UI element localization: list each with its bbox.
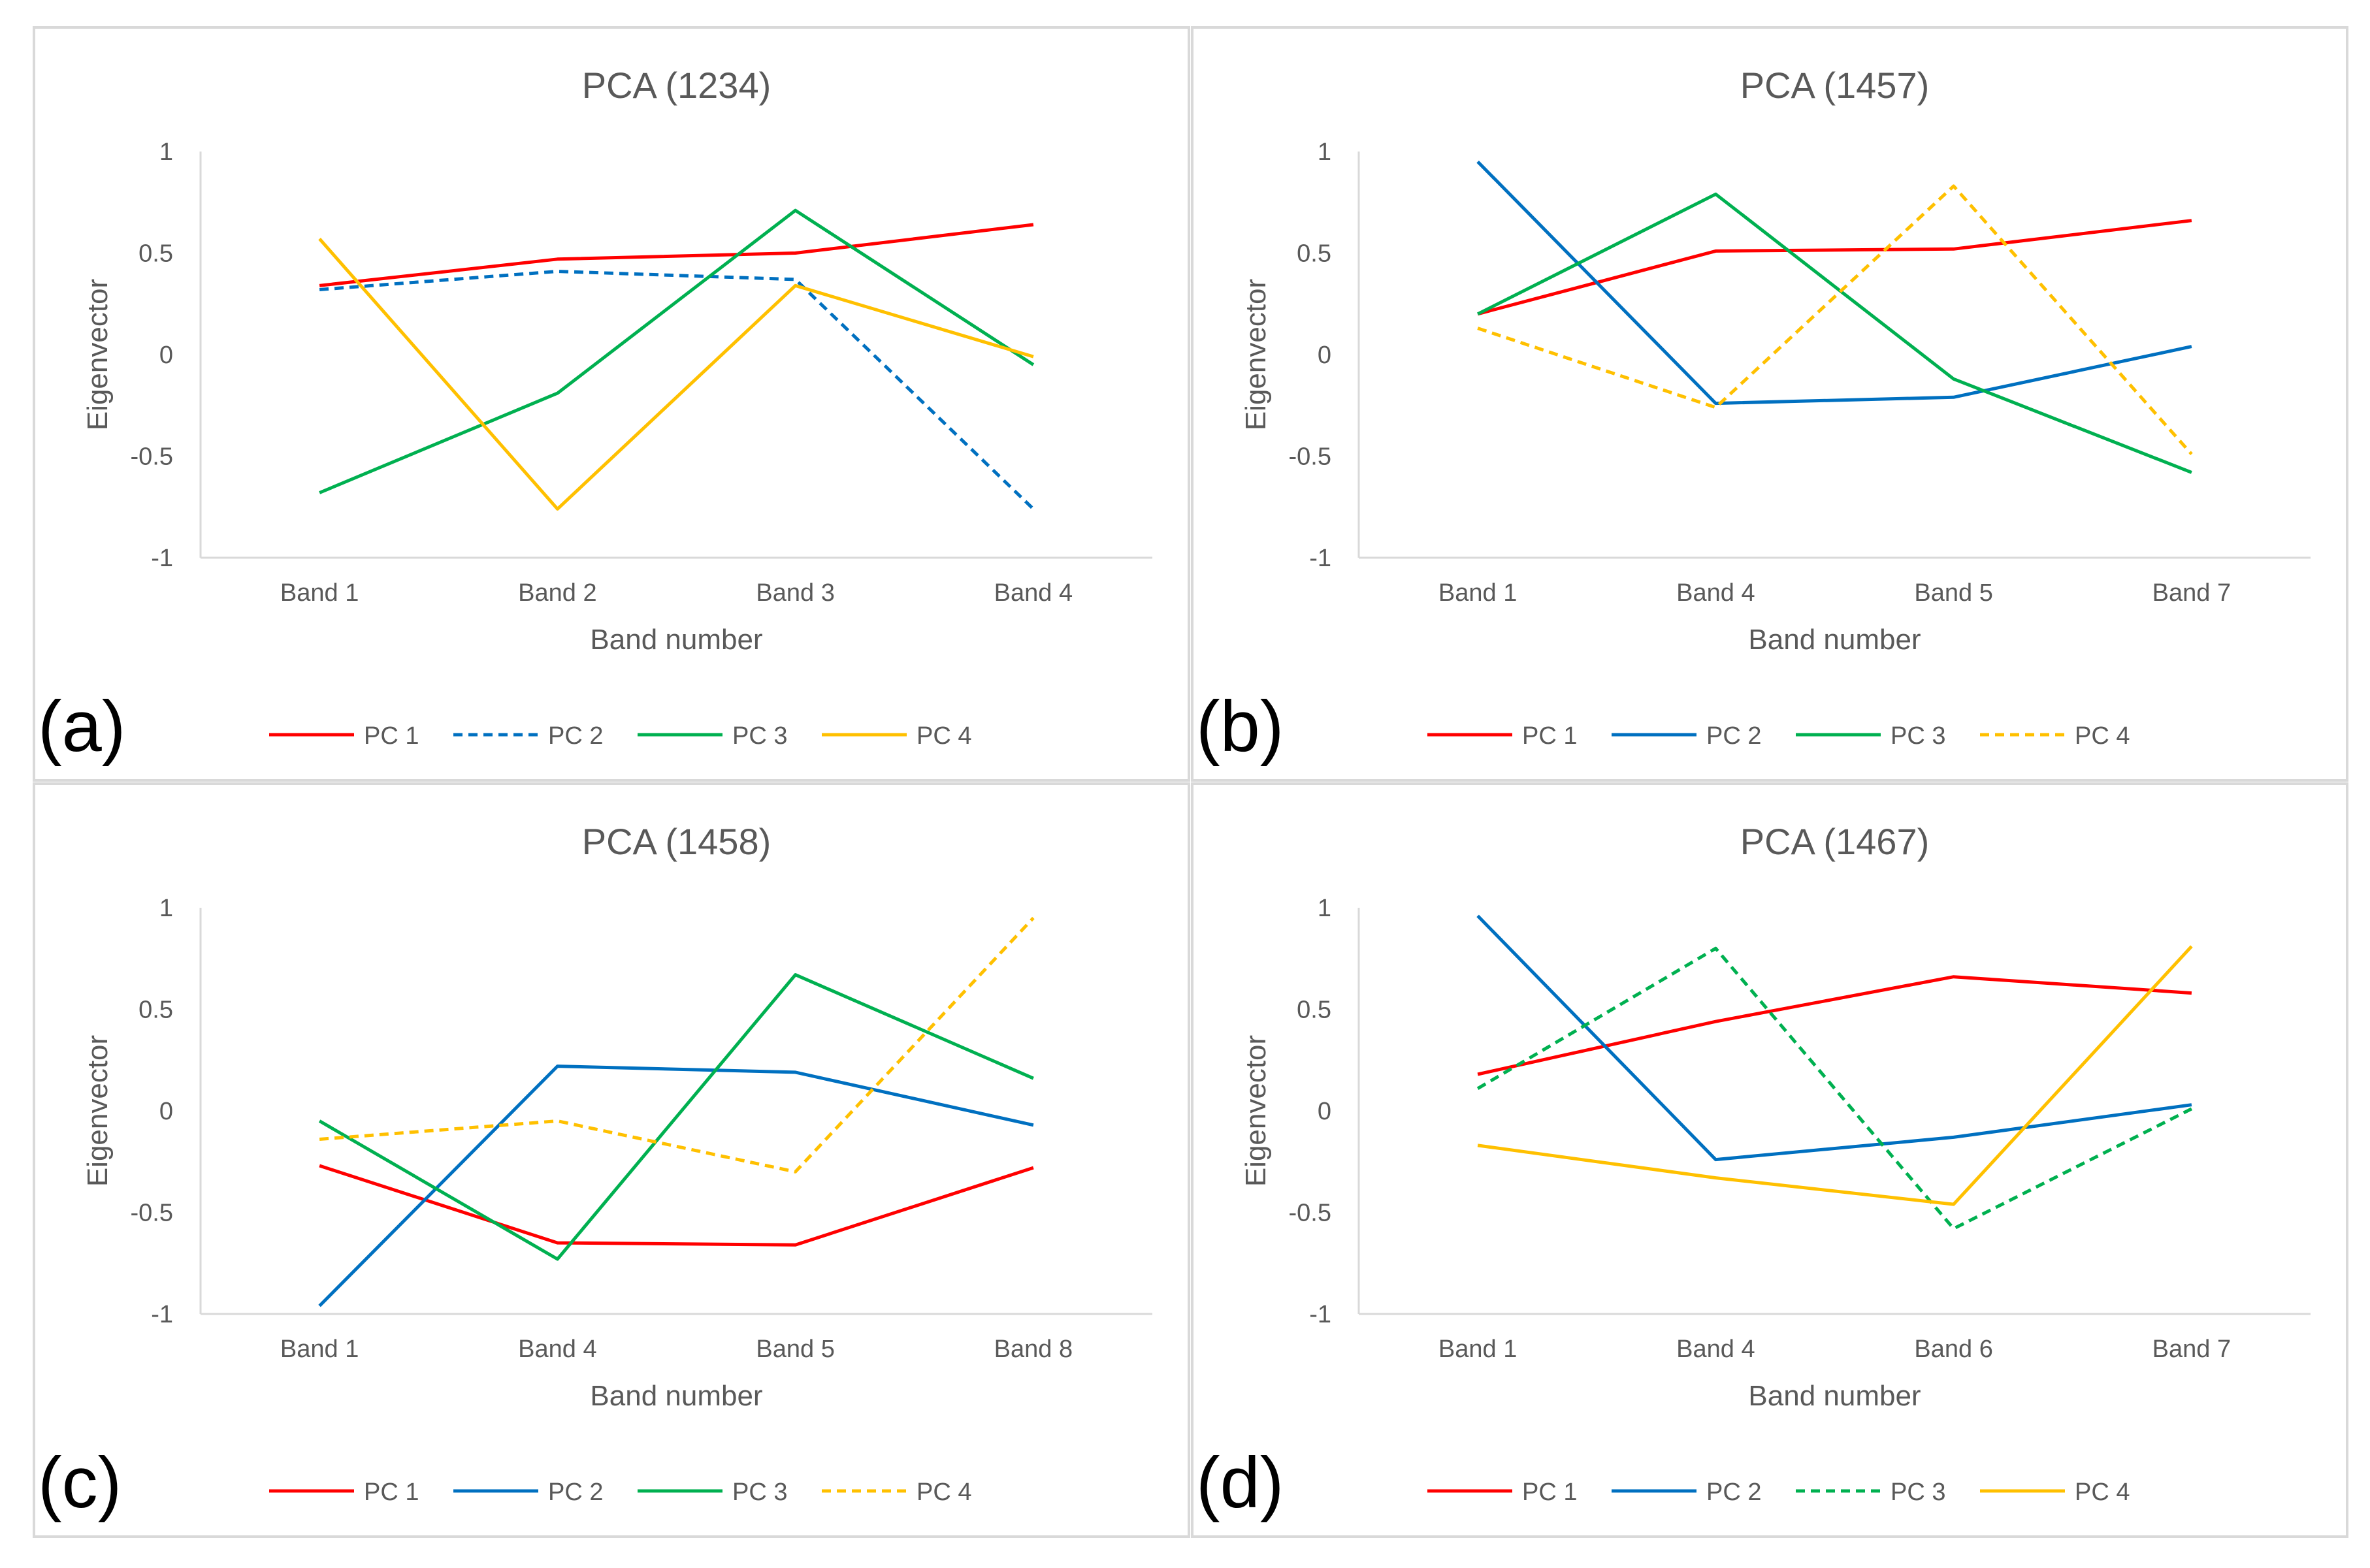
series-line-pc2 xyxy=(318,1064,1034,1307)
chart-title-a: PCA (1234) xyxy=(582,65,771,106)
y-tick-label: 0 xyxy=(159,342,173,369)
x-tick-label: Band 7 xyxy=(2152,1336,2231,1363)
x-tick-label: Band 1 xyxy=(280,1336,359,1363)
panel-d: PCA (1467) 1 0.5 0 -0.5 -1 Band 1 Band 4 Band 6 B… xyxy=(1196,821,2311,1523)
x-axis-label-b: Band number xyxy=(1748,624,1921,656)
x-tick-label: Band 5 xyxy=(756,1336,834,1363)
series-line-pc3 xyxy=(319,208,1035,494)
x-tick-label: Band 1 xyxy=(1438,1336,1517,1363)
legend-label: PC 2 xyxy=(548,1479,603,1506)
legend-label: PC 3 xyxy=(732,1479,787,1506)
x-axis-label-c: Band number xyxy=(590,1380,762,1412)
chart-title-c: PCA (1458) xyxy=(582,821,771,862)
legend-label: PC 1 xyxy=(1522,1479,1577,1506)
y-tick-label: -1 xyxy=(151,545,173,572)
panel-label-b: (b) xyxy=(1196,686,1284,767)
x-tick-label: Band 4 xyxy=(1676,1336,1755,1363)
chart-title-b: PCA (1457) xyxy=(1740,65,1930,106)
y-tick-label: -0.5 xyxy=(1289,1200,1331,1227)
x-tick-label: Band 1 xyxy=(280,579,359,607)
series-line-pc4 xyxy=(319,916,1035,1174)
y-tick-label: -1 xyxy=(151,1301,173,1328)
x-axis-label-d: Band number xyxy=(1748,1380,1921,1412)
series-line-pc1 xyxy=(1477,975,2192,1076)
x-tick-label: Band 4 xyxy=(518,1336,596,1363)
y-tick-label: 0.5 xyxy=(138,997,173,1024)
x-tick-label: Band 8 xyxy=(994,1336,1073,1363)
panel-frame-d xyxy=(1191,782,2348,1538)
x-tick-label: Band 5 xyxy=(1914,579,1992,607)
panel-b: PCA (1457) 1 0.5 0 -0.5 -1 Band 1 Band 4 Band 5 B… xyxy=(1196,65,2311,767)
x-tick-label: Band 4 xyxy=(994,579,1073,607)
y-tick-label: 0 xyxy=(159,1098,173,1125)
legend-label: PC 2 xyxy=(548,722,603,750)
legend-label: PC 4 xyxy=(2075,722,2130,750)
y-tick-label: 0.5 xyxy=(1297,240,1331,268)
series-line-pc3 xyxy=(1476,946,2193,1230)
x-tick-label: Band 3 xyxy=(756,579,834,607)
series-line-pc1 xyxy=(319,223,1034,287)
y-axis-label-b: Eigenvector xyxy=(1240,279,1272,430)
x-tick-label: Band 4 xyxy=(1676,579,1755,607)
x-tick-label: Band 2 xyxy=(518,579,596,607)
legend-label: PC 3 xyxy=(1891,1479,1945,1506)
x-axis-label-a: Band number xyxy=(590,624,762,656)
legend-label: PC 3 xyxy=(1891,722,1945,750)
legend-label: PC 1 xyxy=(1522,722,1577,750)
legend-label: PC 4 xyxy=(917,722,971,750)
y-tick-label: -0.5 xyxy=(131,443,173,471)
y-tick-label: 1 xyxy=(159,895,173,922)
x-tick-label: Band 7 xyxy=(2152,579,2231,607)
y-axis-label-c: Eigenvector xyxy=(82,1035,114,1187)
legend-label: PC 4 xyxy=(2075,1479,2130,1506)
panel-c: PCA (1458) 1 0.5 0 -0.5 -1 Band 1 Band 4 Band 5 B… xyxy=(38,821,1152,1523)
y-tick-label: 1 xyxy=(159,138,173,166)
legend-label: PC 3 xyxy=(732,722,787,750)
panel-frame-a xyxy=(33,26,1190,782)
panel-frame-c xyxy=(33,782,1190,1538)
panel-frame-b xyxy=(1191,26,2348,782)
y-tick-label: 0 xyxy=(1318,1098,1331,1125)
legend-label: PC 2 xyxy=(1706,722,1761,750)
legend-label: PC 2 xyxy=(1706,1479,1761,1506)
series-line-pc4 xyxy=(1477,184,2193,456)
panel-a: PCA (1234) 1 0.5 0 -0.5 -1 Band 1 Band 2 Band 3 B… xyxy=(38,65,1152,767)
y-tick-label: -0.5 xyxy=(1289,443,1331,471)
series-line-pc2 xyxy=(1476,914,2192,1162)
y-axis-label-a: Eigenvector xyxy=(82,279,114,430)
y-tick-label: 0.5 xyxy=(138,240,173,268)
legend-label: PC 1 xyxy=(364,1479,419,1506)
y-tick-label: 1 xyxy=(1318,895,1331,922)
x-tick-label: Band 1 xyxy=(1438,579,1517,607)
panel-label-c: (c) xyxy=(38,1443,122,1523)
y-tick-label: 0 xyxy=(1318,342,1331,369)
y-axis-label-d: Eigenvector xyxy=(1240,1035,1272,1187)
legend-label: PC 4 xyxy=(917,1479,971,1506)
x-tick-label: Band 6 xyxy=(1914,1336,1992,1363)
series-line-pc4 xyxy=(1477,945,2193,1206)
series-line-pc3 xyxy=(318,973,1034,1261)
series-line-pc1 xyxy=(319,1164,1034,1247)
y-tick-label: -1 xyxy=(1309,1301,1331,1328)
panel-label-d: (d) xyxy=(1196,1443,1284,1523)
series-line-pc4 xyxy=(318,238,1034,511)
panel-label-a: (a) xyxy=(38,686,125,767)
series-line-pc2 xyxy=(1476,160,2192,406)
legend-label: PC 1 xyxy=(364,722,419,750)
series-line-pc1 xyxy=(1477,219,2192,316)
y-tick-label: 0.5 xyxy=(1297,997,1331,1024)
y-tick-label: -0.5 xyxy=(131,1200,173,1227)
series-line-pc2 xyxy=(319,270,1035,511)
y-tick-label: -1 xyxy=(1309,545,1331,572)
series-line-pc3 xyxy=(1476,192,2192,474)
y-tick-label: 1 xyxy=(1318,138,1331,166)
chart-title-d: PCA (1467) xyxy=(1740,821,1930,862)
